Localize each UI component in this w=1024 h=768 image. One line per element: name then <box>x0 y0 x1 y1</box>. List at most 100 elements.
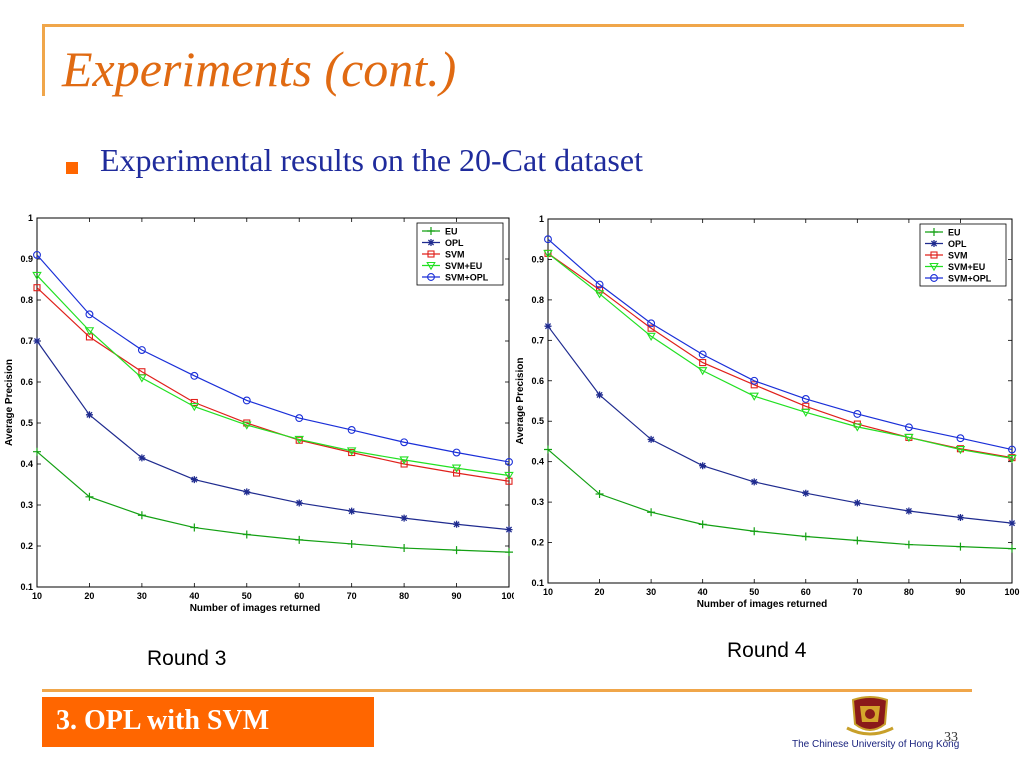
data-point <box>801 532 810 541</box>
legend-label: EU <box>948 228 961 238</box>
series-svm-plus-eu <box>543 249 1017 464</box>
bullet-text: Experimental results on the 20-Cat datas… <box>100 142 643 178</box>
data-point <box>33 250 41 259</box>
legend-marker <box>426 261 436 271</box>
y-tick-label: 0.2 <box>531 538 544 548</box>
data-point <box>189 403 200 412</box>
x-tick-label: 10 <box>32 591 42 601</box>
data-point <box>347 539 356 548</box>
data-point <box>190 523 199 532</box>
data-point <box>190 476 198 484</box>
y-tick-label: 0.7 <box>531 335 544 345</box>
x-tick-label: 20 <box>595 587 605 597</box>
data-point <box>544 445 552 454</box>
chart-round-3: 10 20 30 40 50 60 70 80 90 100 0.1 0.2 0.3 0.4 0.5 0.6 0… <box>4 213 514 614</box>
data-point <box>1008 519 1016 527</box>
data-point <box>400 438 409 447</box>
y-tick-label: 0.6 <box>20 377 33 387</box>
data-point <box>190 398 198 407</box>
data-point <box>295 414 304 423</box>
data-point <box>504 471 514 481</box>
university-name: The Chinese University of Hong Kong <box>792 739 960 750</box>
y-tick-label: 0.4 <box>20 459 33 469</box>
data-point <box>137 511 146 520</box>
data-point <box>698 350 707 359</box>
data-point <box>801 395 810 403</box>
data-point <box>452 448 461 457</box>
data-point <box>190 371 199 380</box>
data-point <box>544 235 552 244</box>
series-line <box>36 254 510 463</box>
chart-caption-round-4: Round 4 <box>727 639 807 662</box>
legend-marker <box>427 250 435 258</box>
x-tick-label: 80 <box>399 591 409 601</box>
x-tick-label: 30 <box>646 587 656 597</box>
legend-label: SVM <box>445 250 465 260</box>
series-line <box>547 325 1013 524</box>
legend-marker <box>930 240 938 247</box>
legend-label: SVM+OPL <box>445 273 489 283</box>
x-tick-label: 40 <box>698 587 708 597</box>
data-point <box>801 408 811 418</box>
x-tick-label: 50 <box>749 587 759 597</box>
data-point <box>905 507 913 515</box>
data-point <box>85 310 94 319</box>
bullet-square-icon <box>66 162 78 174</box>
data-point <box>505 548 513 557</box>
data-point <box>347 426 356 434</box>
series-line <box>547 449 1013 550</box>
data-point <box>400 544 409 553</box>
data-point <box>33 337 41 345</box>
data-point <box>698 520 707 529</box>
data-point <box>750 381 758 389</box>
data-point <box>904 433 914 443</box>
series-line <box>547 252 1013 460</box>
university-emblem-icon <box>846 696 894 736</box>
legend-marker <box>427 273 435 281</box>
series-line <box>547 238 1013 451</box>
y-tick-label: 0.3 <box>20 500 33 510</box>
series-eu <box>544 445 1016 553</box>
data-point <box>956 542 965 551</box>
data-point <box>85 411 93 419</box>
series-line <box>36 451 510 553</box>
data-point <box>1007 454 1017 464</box>
data-point <box>453 469 461 477</box>
data-point <box>400 460 408 468</box>
data-point <box>647 435 655 443</box>
data-point <box>853 536 862 545</box>
data-point <box>294 435 304 445</box>
data-point <box>400 514 408 522</box>
data-point <box>750 478 758 486</box>
x-tick-label: 30 <box>137 591 147 601</box>
legend-label: OPL <box>948 239 967 249</box>
page-number: 33 <box>944 730 958 745</box>
data-point <box>505 526 513 534</box>
y-axis-label: Average Precision <box>4 359 15 446</box>
chart-round-4: 10 20 30 40 50 60 70 80 90 100 0.1 0.2 0.3 0.4 0.5 0.6 0… <box>515 214 1020 610</box>
left-rule <box>42 24 45 96</box>
data-point <box>904 540 913 549</box>
series-opl <box>544 322 1016 527</box>
data-point <box>646 332 656 341</box>
x-tick-label: 70 <box>852 587 862 597</box>
data-point <box>596 286 604 294</box>
x-tick-label: 20 <box>84 591 94 601</box>
y-tick-label: 0.5 <box>531 416 544 426</box>
data-point <box>85 492 94 501</box>
legend-label: SVM+EU <box>948 262 985 272</box>
data-point <box>595 490 604 499</box>
data-point <box>399 456 409 465</box>
series-line <box>36 274 510 477</box>
x-tick-label: 50 <box>242 591 252 601</box>
y-tick-label: 1 <box>539 214 544 224</box>
x-tick-label: 90 <box>955 587 965 597</box>
legend-marker <box>427 239 435 246</box>
legend-marker <box>930 274 938 282</box>
data-point <box>295 535 304 544</box>
data-point <box>956 513 964 521</box>
y-tick-label: 0.8 <box>531 295 544 305</box>
data-point <box>543 249 553 259</box>
slide-title: Experiments (cont.) <box>62 41 457 97</box>
